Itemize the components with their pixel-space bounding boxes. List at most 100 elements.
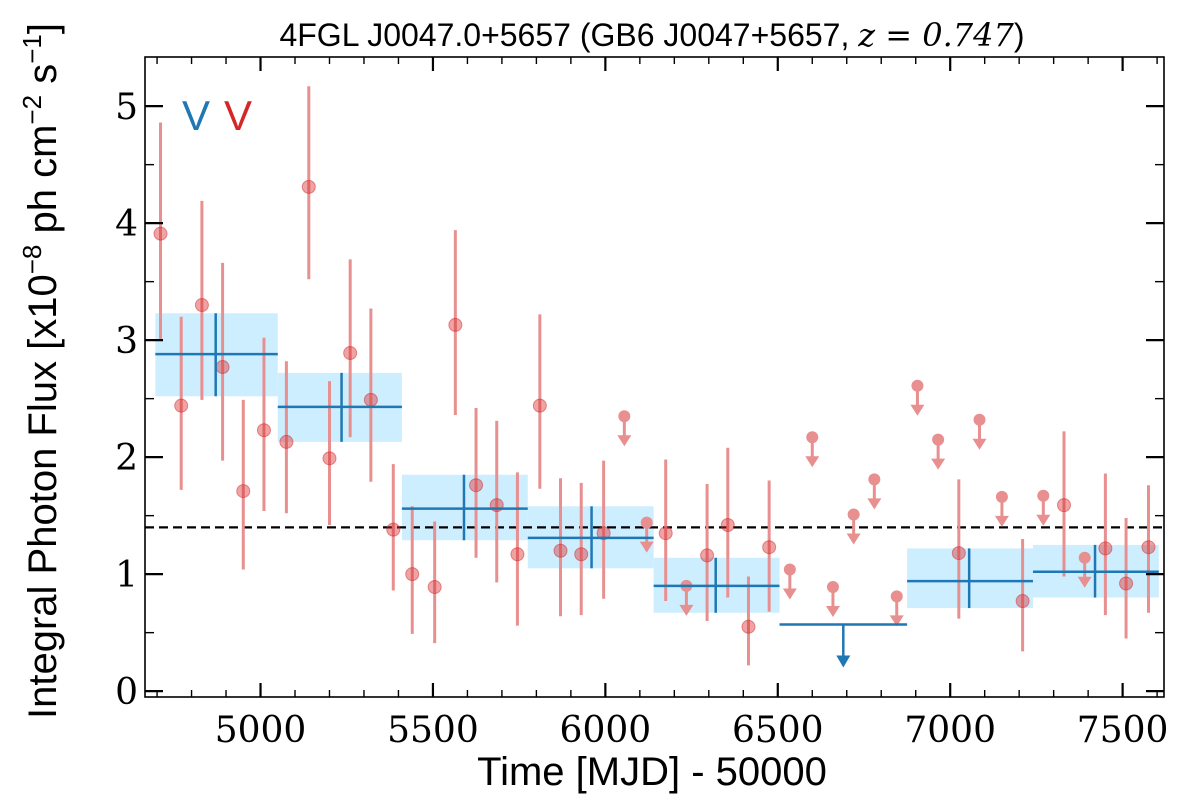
axes: 5000 5500 6000 6500 7000 7500 0 1 2 3 4 5 V V [115, 56, 1169, 751]
title-prefix: 4FGL J0047.0+5657 (GB6 J0047+5657, [279, 17, 858, 53]
fine-point-3 [215, 262, 230, 461]
x-tick-label: 7500 [1077, 710, 1169, 751]
fine-ul-arrow [972, 438, 987, 450]
fine-ul-arrow [846, 533, 861, 545]
fine-marker [279, 434, 294, 449]
binned-point-3 [527, 506, 654, 569]
fine-point-15 [469, 408, 484, 558]
fine-ul-marker [1078, 551, 1091, 564]
fine-ul-marker [640, 516, 653, 529]
fine-ul-marker [890, 590, 903, 603]
title-redshift: z = 0.747 [857, 16, 1014, 54]
fine-marker [741, 619, 756, 634]
binned-point-6 [907, 548, 1033, 609]
y-tick-label: 4 [115, 204, 138, 245]
fine-marker [194, 298, 209, 313]
fine-ul-marker [847, 508, 860, 521]
fine-marker [405, 567, 420, 582]
fine-point-39 [972, 413, 987, 450]
fine-point-10 [363, 308, 378, 482]
fine-marker [469, 478, 484, 493]
fine-ul-arrow [1036, 514, 1051, 526]
fine-point-22 [617, 410, 632, 447]
fine-marker [256, 423, 271, 438]
chart-title: 4FGL J0047.0+5657 (GB6 J0047+5657, z = 0… [279, 16, 1024, 54]
binned-point-0 [155, 313, 278, 397]
fine-ul-arrow [679, 604, 694, 616]
fine-point-5 [256, 337, 271, 511]
fine-point-24 [658, 459, 673, 602]
fine-point-42 [1036, 489, 1051, 526]
fine-marker [553, 543, 568, 558]
fine-point-0 [153, 122, 168, 341]
fine-ul-arrow [994, 515, 1009, 527]
fine-point-35 [889, 590, 904, 627]
y-tick-label: 1 [115, 555, 138, 596]
fine-ul-arrow [867, 498, 882, 510]
fine-ul-arrow [782, 588, 797, 600]
fine-marker [236, 484, 251, 499]
y-tick-label: 0 [115, 672, 138, 713]
fine-point-44 [1077, 551, 1092, 588]
fine-point-11 [386, 464, 401, 591]
ylabel-exp1: −8 [17, 245, 47, 275]
fine-point-29 [762, 480, 777, 612]
fine-marker [532, 398, 547, 413]
fine-marker [427, 580, 442, 595]
fine-ul-marker [995, 490, 1008, 503]
ylabel-prefix: Integral Photon Flux [x10 [21, 274, 65, 719]
fine-point-20 [574, 482, 589, 616]
fine-ul-marker [826, 581, 839, 594]
y-tick-label: 3 [115, 321, 138, 362]
legend-fine-label: V [224, 92, 252, 139]
fine-point-16 [489, 420, 504, 583]
fine-point-41 [1015, 539, 1030, 652]
ylabel-exp2: −2 [17, 95, 47, 125]
fine-ul-arrow [805, 456, 820, 468]
fine-point-12 [405, 506, 420, 634]
fine-ul-marker [806, 431, 819, 444]
fine-marker [448, 317, 463, 332]
x-tick-label: 6000 [560, 710, 652, 751]
fine-ul-marker [932, 433, 945, 446]
fine-point-2 [194, 200, 209, 400]
binned-point-4 [653, 557, 780, 613]
fine-point-46 [1119, 517, 1134, 639]
fine-point-14 [448, 230, 463, 416]
fine-marker [1119, 576, 1134, 591]
fine-point-34 [867, 473, 882, 510]
fine-marker [343, 346, 358, 361]
fine-marker [510, 547, 525, 562]
x-tick-label: 5500 [387, 710, 479, 751]
fine-marker [720, 518, 735, 533]
fine-point-40 [994, 490, 1009, 527]
fine-ul-marker [1037, 489, 1050, 502]
y-axis-label: Integral Photon Flux [x10−8 ph cm−2 s−1] [17, 23, 65, 719]
fine-marker [658, 526, 673, 541]
plot-area: 5000 5500 6000 6500 7000 7500 0 1 2 3 4 5 V V [115, 56, 1169, 751]
fine-marker [215, 360, 230, 375]
fine-point-27 [720, 447, 735, 598]
fine-point-30 [782, 563, 797, 600]
fine-ul-marker [868, 473, 881, 486]
plot-frame [144, 56, 1165, 698]
fine-marker [363, 392, 378, 407]
fine-ul-arrow [889, 615, 904, 627]
fine-point-4 [236, 399, 251, 570]
fine-point-38 [951, 479, 966, 619]
ylabel-exp3: −1 [17, 34, 47, 64]
binned-point-5 [779, 623, 908, 668]
fine-marker [1056, 498, 1071, 513]
fine-point-7 [301, 86, 316, 280]
x-tick-label: 7000 [904, 710, 996, 751]
binned-bands [155, 313, 1159, 613]
fine-ul-marker [973, 413, 986, 426]
fine-marker [153, 226, 168, 241]
fine-marker [301, 179, 316, 194]
fine-point-32 [825, 581, 840, 618]
x-tick-label: 6500 [732, 710, 824, 751]
fine-ul-arrow [639, 541, 654, 553]
fine-ul-arrow [910, 404, 925, 416]
fine-marker [1098, 541, 1113, 556]
